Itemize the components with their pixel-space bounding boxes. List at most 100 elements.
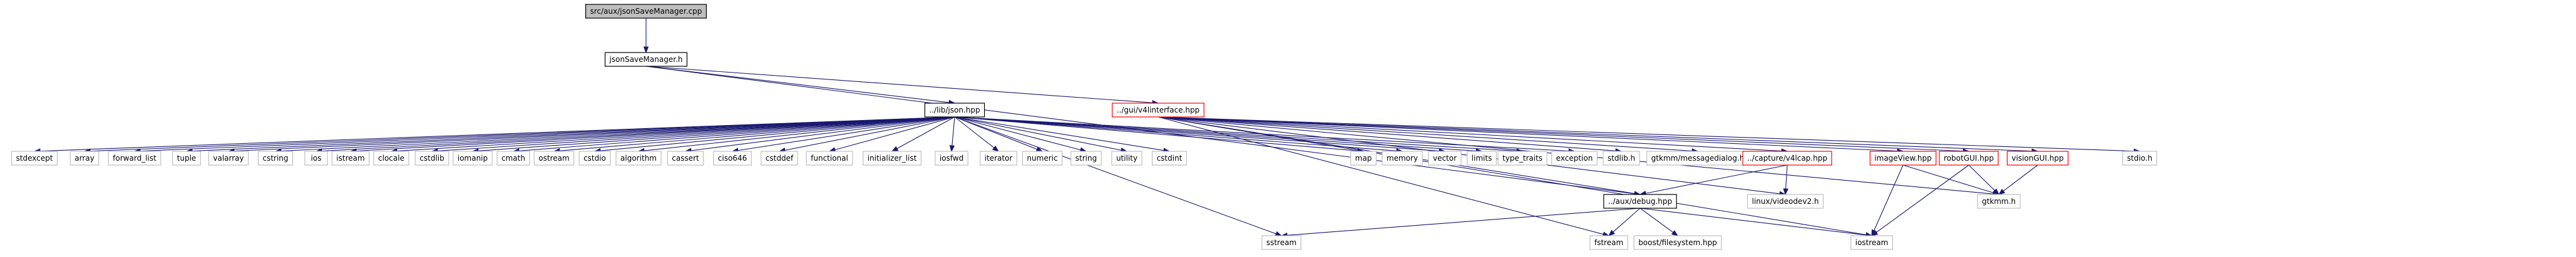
node-debug[interactable]: ../aux/debug.hpp <box>1603 194 1677 209</box>
node-box[interactable] <box>863 151 921 166</box>
node-box[interactable] <box>1497 151 1547 166</box>
node-box[interactable] <box>496 151 530 166</box>
node-vcap[interactable]: ../capture/v4lcap.hpp <box>1742 151 1832 166</box>
node-iomanip[interactable]: iomanip <box>453 151 493 166</box>
node-box[interactable] <box>667 151 704 166</box>
node-valarray[interactable]: valarray <box>208 151 249 166</box>
node-ostream[interactable]: ostream <box>533 151 575 166</box>
node-type_traits[interactable]: type_traits <box>1497 151 1547 166</box>
node-numeric[interactable]: numeric <box>1022 151 1063 166</box>
node-string[interactable]: string <box>1070 151 1102 166</box>
node-initializer_list[interactable]: initializer_list <box>863 151 921 166</box>
node-box[interactable] <box>615 151 662 166</box>
node-box[interactable] <box>980 151 1017 166</box>
node-box[interactable] <box>1070 151 1102 166</box>
node-box[interactable] <box>935 151 968 166</box>
node-istream[interactable]: istream <box>331 151 370 166</box>
node-box[interactable] <box>924 103 985 118</box>
node-box[interactable] <box>604 52 688 67</box>
node-iosfwd[interactable]: iosfwd <box>935 151 968 166</box>
node-forward_list[interactable]: forward_list <box>108 151 162 166</box>
node-box[interactable] <box>453 151 493 166</box>
node-box[interactable] <box>1869 151 1937 166</box>
node-box[interactable] <box>1467 151 1497 166</box>
node-box[interactable] <box>585 4 707 19</box>
node-box[interactable] <box>257 151 294 166</box>
node-cmath[interactable]: cmath <box>496 151 530 166</box>
node-box[interactable] <box>69 151 100 166</box>
node-box[interactable] <box>1747 194 1824 209</box>
node-box[interactable] <box>1589 235 1628 250</box>
node-json[interactable]: ../lib/json.hpp <box>924 103 985 118</box>
node-box[interactable] <box>806 151 853 166</box>
node-stdioh[interactable]: stdio.h <box>2122 151 2157 166</box>
node-box[interactable] <box>713 151 752 166</box>
node-box[interactable] <box>2006 151 2069 166</box>
node-sstream[interactable]: sstream <box>1261 235 1301 250</box>
node-cstdint[interactable]: cstdint <box>1151 151 1188 166</box>
node-memory[interactable]: memory <box>1382 151 1423 166</box>
node-box[interactable] <box>11 151 58 166</box>
node-cassert[interactable]: cassert <box>667 151 704 166</box>
node-box[interactable] <box>1428 151 1462 166</box>
node-visiongui[interactable]: visionGUI.hpp <box>2006 151 2069 166</box>
node-videodev2[interactable]: linux/videodev2.h <box>1747 194 1824 209</box>
node-box[interactable] <box>1603 194 1677 209</box>
node-clocale[interactable]: clocale <box>373 151 409 166</box>
node-box[interactable] <box>414 151 449 166</box>
node-box[interactable] <box>1112 103 1204 118</box>
node-ciso646[interactable]: ciso646 <box>713 151 752 166</box>
node-vector[interactable]: vector <box>1428 151 1462 166</box>
node-limits[interactable]: limits <box>1467 151 1497 166</box>
node-map[interactable]: map <box>1350 151 1377 166</box>
node-box[interactable] <box>761 151 798 166</box>
node-box[interactable] <box>2122 151 2157 166</box>
node-stdlib[interactable]: stdlib.h <box>1603 151 1640 166</box>
node-algorithm[interactable]: algorithm <box>615 151 662 166</box>
node-box[interactable] <box>1022 151 1063 166</box>
node-v4l[interactable]: ../gui/v4linterface.hpp <box>1112 103 1204 118</box>
node-root[interactable]: src/aux/jsonSaveManager.cpp <box>585 4 707 19</box>
node-box[interactable] <box>373 151 409 166</box>
node-iostream[interactable]: iostream <box>1850 235 1893 250</box>
node-box[interactable] <box>1111 151 1142 166</box>
node-box[interactable] <box>1261 235 1301 250</box>
node-box[interactable] <box>172 151 201 166</box>
node-robotgui[interactable]: robotGUI.hpp <box>1939 151 1999 166</box>
node-box[interactable] <box>1977 194 2021 209</box>
node-functional[interactable]: functional <box>806 151 853 166</box>
node-tuple[interactable]: tuple <box>172 151 201 166</box>
node-exception[interactable]: exception <box>1551 151 1598 166</box>
node-box[interactable] <box>533 151 575 166</box>
node-box[interactable] <box>1850 235 1893 250</box>
node-gtkmm_md[interactable]: gtkmm/messagedialog.h <box>1646 151 1749 166</box>
node-utility[interactable]: utility <box>1111 151 1142 166</box>
node-stdexcept[interactable]: stdexcept <box>11 151 58 166</box>
node-box[interactable] <box>1633 235 1722 250</box>
node-fstream[interactable]: fstream <box>1589 235 1628 250</box>
node-imageview[interactable]: imageView.hpp <box>1869 151 1937 166</box>
node-box[interactable] <box>1382 151 1423 166</box>
node-ios[interactable]: ios <box>304 151 328 166</box>
node-box[interactable] <box>108 151 162 166</box>
node-box[interactable] <box>578 151 611 166</box>
node-box[interactable] <box>208 151 249 166</box>
node-cstddef[interactable]: cstddef <box>761 151 798 166</box>
edge-json-to-iomanip <box>478 116 955 151</box>
node-boostfs[interactable]: boost/filesystem.hpp <box>1633 235 1722 250</box>
node-box[interactable] <box>1151 151 1188 166</box>
node-gtkmm[interactable]: gtkmm.h <box>1977 194 2021 209</box>
node-box[interactable] <box>1551 151 1598 166</box>
node-cstring[interactable]: cstring <box>257 151 294 166</box>
node-box[interactable] <box>1603 151 1640 166</box>
node-box[interactable] <box>304 151 328 166</box>
node-cstdio[interactable]: cstdio <box>578 151 611 166</box>
node-jsm[interactable]: jsonSaveManager.h <box>604 52 688 67</box>
node-cstdlib[interactable]: cstdlib <box>414 151 449 166</box>
node-box[interactable] <box>1350 151 1377 166</box>
node-array[interactable]: array <box>69 151 100 166</box>
node-iterator[interactable]: iterator <box>980 151 1017 166</box>
node-box[interactable] <box>1742 151 1832 166</box>
node-box[interactable] <box>331 151 370 166</box>
node-box[interactable] <box>1939 151 1999 166</box>
